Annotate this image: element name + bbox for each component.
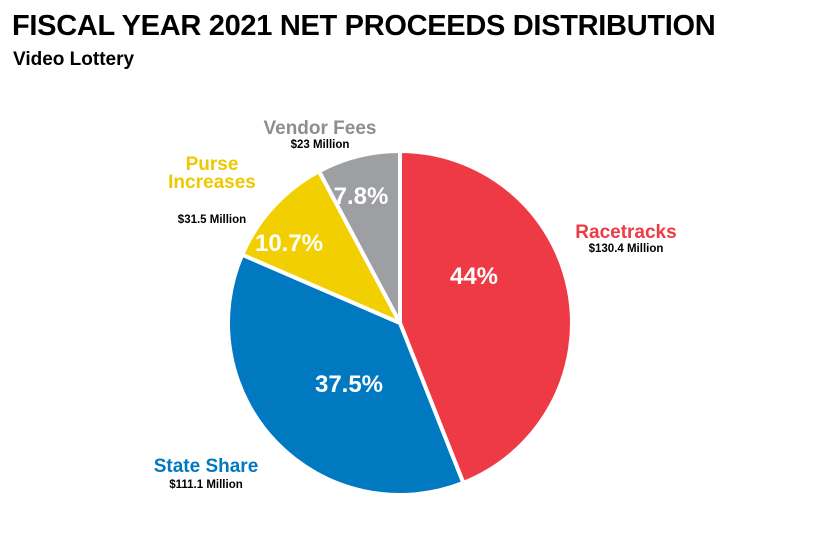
pie-slice-purse-increases — [240, 169, 402, 325]
pie-slice-state-share — [226, 252, 466, 497]
pie-slice-racetracks — [398, 149, 574, 485]
slice-category-label: Increases — [168, 172, 256, 193]
slice-amount-label: $23 Million — [291, 139, 350, 151]
chart-title: FISCAL YEAR 2021 NET PROCEEDS DISTRIBUTI… — [12, 10, 716, 42]
slice-category-label: Racetracks — [575, 222, 676, 243]
slice-category-label: Purse — [186, 154, 239, 175]
chart-subtitle: Video Lottery — [13, 49, 135, 70]
slice-amount-label: $31.5 Million — [178, 214, 246, 226]
slice-percent-label: 44% — [450, 263, 498, 290]
pie-slice-vendor-fees — [317, 149, 402, 325]
slice-amount-label: $130.4 Million — [589, 243, 664, 255]
slice-category-label: State Share — [154, 456, 259, 477]
slice-amount-label: $111.1 Million — [169, 479, 243, 491]
slice-percent-label: 37.5% — [315, 371, 383, 398]
slice-category-label: Vendor Fees — [264, 118, 377, 139]
slice-percent-label: 7.8% — [334, 183, 389, 210]
slice-percent-label: 10.7% — [255, 230, 323, 257]
